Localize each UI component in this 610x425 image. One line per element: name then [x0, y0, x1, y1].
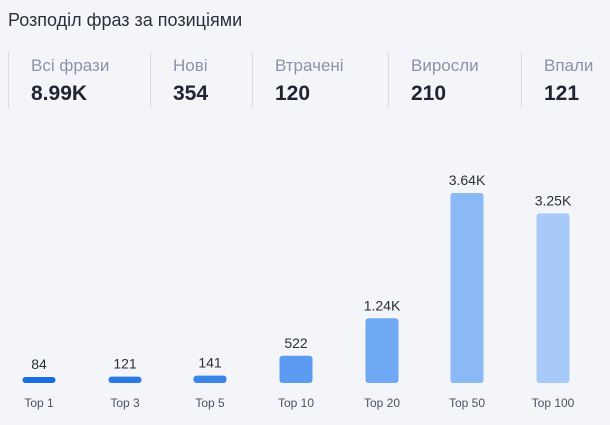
bar-top-1[interactable] [22, 377, 56, 383]
x-tick-label: Top 1 [24, 396, 54, 410]
bar-value-label: 522 [284, 335, 308, 351]
bar-top-5[interactable] [193, 375, 227, 383]
stat-label: Нові [173, 56, 208, 75]
bar-value-label: 84 [31, 356, 47, 372]
page-title: Розподіл фраз за позиціями [8, 10, 243, 30]
bar-top-100[interactable] [536, 213, 570, 383]
bar-top-20[interactable] [365, 318, 399, 383]
stat-label: Впали [544, 56, 594, 75]
stats-row: Всі фрази 8.99K Нові 354 Втрачені 120 Ви… [0, 52, 610, 108]
stat-grew[interactable]: Виросли 210 [388, 52, 521, 108]
bar-value-label: 121 [113, 356, 137, 372]
stat-label: Виросли [411, 56, 479, 75]
x-tick-label: Top 5 [195, 396, 225, 410]
stat-value: 121 [544, 82, 580, 105]
x-tick-label: Top 100 [532, 396, 575, 410]
stat-value: 210 [411, 82, 447, 105]
stat-fell[interactable]: Впали 121 [521, 52, 610, 108]
stat-value: 8.99K [31, 82, 88, 105]
stat-new[interactable]: Нові 354 [150, 52, 251, 108]
x-tick-label: Top 3 [110, 396, 140, 410]
stat-label: Всі фрази [31, 56, 110, 75]
stat-value: 354 [173, 82, 209, 105]
bar-top-50[interactable] [450, 193, 484, 383]
x-tick-label: Top 20 [364, 396, 400, 410]
bar-top-3[interactable] [108, 376, 142, 383]
bar-top-10[interactable] [279, 355, 313, 383]
bar-value-label: 1.24K [364, 297, 401, 313]
x-tick-label: Top 10 [278, 396, 314, 410]
stat-lost[interactable]: Втрачені 120 [252, 52, 387, 108]
stat-value: 120 [275, 82, 311, 105]
bar-value-label: 3.25K [535, 192, 572, 208]
x-tick-label: Top 50 [449, 396, 485, 410]
bar-value-label: 3.64K [449, 172, 486, 188]
stat-all-phrases[interactable]: Всі фрази 8.99K [8, 52, 151, 108]
bar-value-label: 141 [198, 355, 222, 371]
stat-label: Втрачені [275, 56, 344, 75]
